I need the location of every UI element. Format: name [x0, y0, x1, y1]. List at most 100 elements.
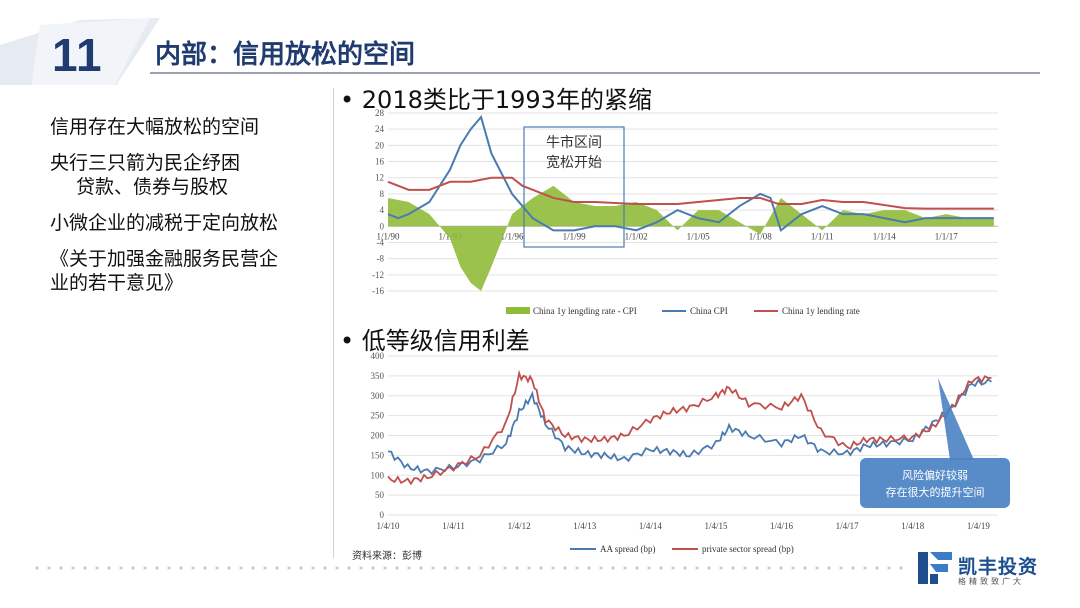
bullet-4-cont: 业的若干意见》: [50, 272, 184, 294]
logo-tagline: 格精致致广大: [958, 577, 1024, 586]
footer-dot: [659, 566, 663, 570]
footer-dot: [731, 566, 735, 570]
footer-dot: [419, 566, 423, 570]
footer-dot: [815, 566, 819, 570]
footer-dot: [539, 566, 543, 570]
x-tick-label: 1/4/14: [639, 521, 663, 531]
callout-pointer: [938, 378, 974, 460]
x-tick-label: 1/1/14: [873, 231, 897, 241]
annotation-text: 牛市区间: [546, 134, 602, 151]
y-tick-label: 0: [380, 221, 385, 231]
y-tick-label: 150: [371, 450, 385, 460]
bullet-2-cont: 贷款、债券与股权: [76, 176, 229, 198]
bullet-4: 《关于加强金融服务民营企: [50, 248, 279, 270]
series-area-real-rate: [388, 185, 994, 291]
footer-dot: [71, 566, 75, 570]
footer-dot: [515, 566, 519, 570]
footer-dot: [179, 566, 183, 570]
annotation-text: 宽松开始: [546, 154, 602, 171]
footer-dot: [611, 566, 615, 570]
footer-dot: [707, 566, 711, 570]
section-title-1: • 2018类比于1993年的紧缩: [340, 86, 652, 114]
footer-dot: [287, 566, 291, 570]
header-decoration: [0, 18, 160, 95]
x-tick-label: 1/4/11: [442, 521, 465, 531]
footer-dot: [95, 566, 99, 570]
y-tick-label: 4: [380, 205, 385, 215]
y-tick-label: -4: [377, 237, 385, 247]
x-tick-label: 1/4/15: [704, 521, 728, 531]
footer-dot: [683, 566, 687, 570]
source-note: 资料来源：彭博: [352, 551, 422, 562]
legend-swatch: [506, 307, 530, 314]
footer-dot: [587, 566, 591, 570]
footer-dot: [467, 566, 471, 570]
y-tick-label: 12: [375, 173, 384, 183]
footer-dot: [191, 566, 195, 570]
bullet-panel: 信用存在大幅放松的空间 央行三只箭为民企纾困 贷款、债券与股权 小微企业的减税于…: [0, 85, 330, 550]
y-tick-label: 16: [375, 157, 385, 167]
footer-dot: [131, 566, 135, 570]
footer-dot: [755, 566, 759, 570]
footer-dot: [491, 566, 495, 570]
footer-dot: [863, 566, 867, 570]
chart-credit-spread: 400 350 300 250 200 150 100 50 01/4/10 1/4/11 1/4/…: [371, 351, 1010, 554]
footer-dot: [35, 566, 39, 570]
x-tick-label: 1/4/10: [376, 521, 400, 531]
x-tick-label: 1/4/12: [508, 521, 531, 531]
footer-dot: [503, 566, 507, 570]
legend-label: AA spread (bp): [600, 544, 656, 554]
x-tick-label: 1/1/08: [749, 231, 773, 241]
panel-divider: [333, 88, 334, 558]
x-tick-label: 1/1/90: [376, 231, 400, 241]
footer-dot: [743, 566, 747, 570]
x-tick-label: 1/1/17: [935, 231, 959, 241]
y-tick-label: 400: [371, 351, 385, 361]
footer-dot: [167, 566, 171, 570]
series-line-aa-spread: [387, 378, 992, 476]
y-tick-label: 0: [380, 510, 385, 520]
footer-dot: [695, 566, 699, 570]
y-tick-label: 24: [375, 124, 385, 134]
legend-label: China 1y lengding rate - CPI: [533, 306, 637, 316]
y-tick-label: 20: [375, 140, 385, 150]
annotation-box-bull-market: [523, 126, 625, 248]
footer-dot: [431, 566, 435, 570]
footer-dot: [827, 566, 831, 570]
x-tick-label: 1/4/13: [573, 521, 597, 531]
x-tick-label: 1/1/05: [687, 231, 711, 241]
legend-label: China CPI: [690, 306, 728, 316]
chart-lending-rate-cpi: 2824201612840-4-8-12-161/1/901/1/931/1/9…: [372, 108, 998, 316]
footer-dot: [383, 566, 387, 570]
footer-dot: [719, 566, 723, 570]
x-tick-label: 1/4/19: [967, 521, 991, 531]
footer-dot: [59, 566, 63, 570]
footer-dot: [875, 566, 879, 570]
footer-dot: [155, 566, 159, 570]
footer-dot: [263, 566, 267, 570]
legend-label: China 1y lending rate: [782, 306, 860, 316]
footer-dot: [215, 566, 219, 570]
footer-dot: [239, 566, 243, 570]
logo-wordmark: 凯丰投资: [958, 556, 1039, 578]
series-line-private-spread: [387, 369, 992, 486]
footer-dot: [563, 566, 567, 570]
footer-dot: [371, 566, 375, 570]
footer-dot: [479, 566, 483, 570]
footer-dot: [803, 566, 807, 570]
footer-dot: [527, 566, 531, 570]
x-tick-label: 1/4/18: [901, 521, 925, 531]
x-tick-label: 1/1/96: [501, 231, 525, 241]
footer-dot: [635, 566, 639, 570]
footer-dot: [107, 566, 111, 570]
x-tick-label: 1/4/17: [836, 521, 860, 531]
footer-dot: [599, 566, 603, 570]
footer-dot: [311, 566, 315, 570]
series-line-lending-rate: [387, 176, 994, 210]
footer-dot: [779, 566, 783, 570]
legend-label: private sector spread (bp): [702, 544, 794, 554]
footer-dot: [647, 566, 651, 570]
x-tick-label: 1/1/11: [811, 231, 834, 241]
y-tick-label: 28: [375, 108, 385, 118]
footer-dot: [623, 566, 627, 570]
